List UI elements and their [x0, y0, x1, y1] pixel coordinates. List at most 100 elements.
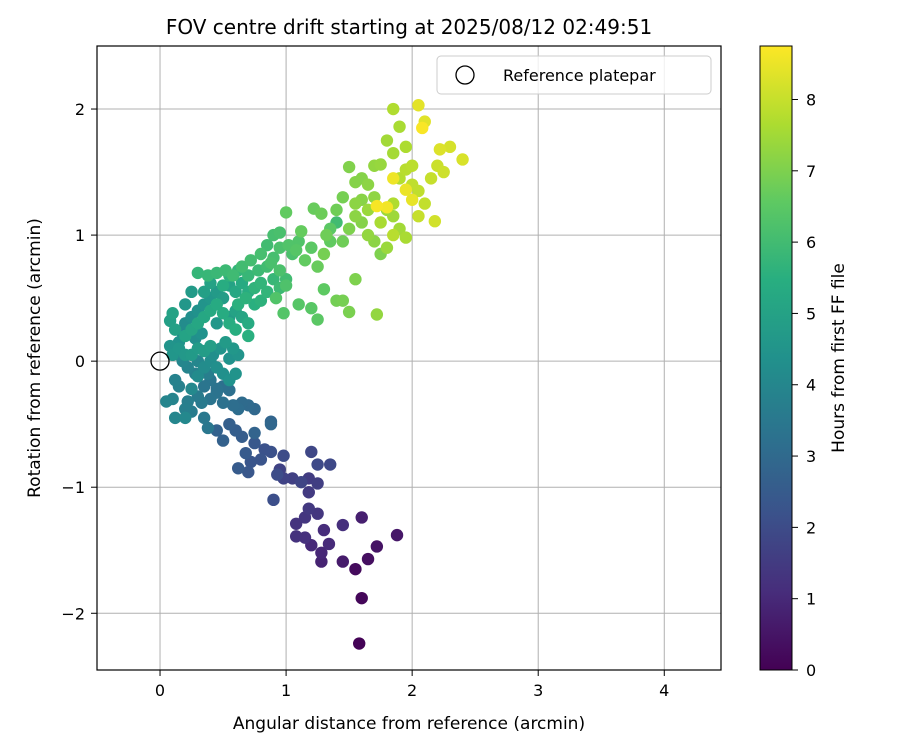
data-point	[342, 305, 356, 319]
y-tick-label: 1	[75, 226, 85, 245]
data-point	[254, 453, 268, 466]
data-point	[428, 215, 442, 228]
data-point	[443, 140, 457, 154]
data-point	[197, 411, 211, 425]
colorbar-ticks: 0 1 2 3 4 5 6 7 8	[792, 90, 816, 680]
data-point	[387, 102, 400, 116]
data-point	[197, 380, 211, 393]
data-point	[260, 285, 274, 299]
data-point	[264, 417, 278, 431]
data-point	[179, 411, 192, 425]
data-point	[229, 367, 242, 380]
data-point	[342, 222, 356, 235]
colorbar-tick-label: 7	[806, 162, 816, 181]
data-point	[201, 421, 215, 435]
data-point	[336, 518, 350, 532]
data-point	[412, 209, 425, 223]
data-point	[311, 458, 324, 471]
data-point	[289, 530, 303, 543]
chart-title: FOV centre drift starting at 2025/08/12 …	[166, 15, 652, 39]
colorbar-tick-label: 2	[806, 518, 816, 537]
data-point	[216, 396, 230, 409]
data-point	[315, 546, 328, 559]
data-point	[267, 273, 280, 286]
data-point	[242, 317, 255, 330]
legend-open-circle-marker	[455, 65, 475, 85]
data-point	[235, 260, 249, 273]
data-point	[305, 302, 318, 315]
data-point	[412, 99, 425, 112]
colorbar-tick-label: 1	[806, 590, 816, 609]
data-point	[204, 339, 217, 353]
data-point	[370, 308, 384, 321]
data-point	[311, 477, 324, 490]
data-point	[305, 241, 318, 254]
data-point	[324, 458, 337, 471]
data-point	[302, 486, 315, 499]
x-axis-label: Angular distance from reference (arcmin)	[233, 714, 585, 734]
y-axis-ticks: −2 −1 0 1 2	[61, 100, 97, 623]
y-tick-label: −1	[61, 478, 85, 497]
data-point	[456, 153, 469, 166]
data-point	[258, 443, 271, 456]
data-point	[254, 247, 268, 261]
y-axis-label: Rotation from reference (arcmin)	[25, 218, 45, 498]
data-point	[355, 591, 368, 605]
data-point	[317, 283, 331, 296]
data-point	[168, 411, 182, 425]
data-point	[242, 269, 255, 282]
data-point	[305, 445, 318, 459]
data-point	[370, 199, 384, 213]
data-point	[387, 172, 400, 185]
data-point	[254, 294, 268, 307]
data-point	[216, 279, 230, 292]
data-point	[374, 158, 387, 171]
data-point	[302, 502, 315, 515]
data-point	[361, 178, 375, 191]
data-point	[311, 313, 324, 326]
data-point	[248, 426, 261, 440]
data-point	[405, 159, 419, 172]
data-point	[405, 193, 419, 206]
data-point	[216, 307, 230, 320]
data-point	[239, 446, 252, 460]
data-point	[315, 555, 328, 568]
data-point	[244, 254, 257, 267]
data-point	[336, 555, 350, 568]
data-point	[390, 528, 404, 542]
data-point	[242, 465, 255, 479]
data-point	[269, 291, 283, 305]
x-tick-label: 4	[659, 681, 669, 700]
data-point	[387, 209, 400, 223]
data-point	[399, 140, 413, 154]
data-point	[336, 191, 350, 204]
data-point	[361, 552, 375, 566]
data-point	[260, 238, 274, 252]
data-point	[289, 517, 303, 530]
data-point	[399, 231, 413, 244]
colorbar-gradient	[759, 45, 793, 671]
data-point	[289, 244, 303, 257]
data-point	[380, 134, 394, 147]
data-point	[185, 382, 198, 396]
data-point	[239, 291, 252, 305]
data-point	[330, 203, 343, 217]
data-point	[387, 146, 400, 160]
data-point	[353, 637, 366, 650]
y-tick-label: 0	[75, 352, 85, 371]
data-point	[226, 269, 240, 282]
data-point	[229, 285, 242, 299]
y-tick-label: 2	[75, 100, 85, 119]
x-tick-label: 2	[407, 681, 417, 700]
data-point	[277, 449, 290, 462]
data-point	[226, 399, 240, 412]
data-point	[191, 370, 205, 383]
data-point	[361, 228, 375, 242]
x-tick-label: 0	[155, 681, 165, 700]
x-tick-label: 3	[533, 681, 543, 700]
data-point	[320, 228, 333, 242]
data-point	[380, 241, 394, 254]
data-point	[342, 160, 356, 174]
data-point	[317, 523, 331, 537]
